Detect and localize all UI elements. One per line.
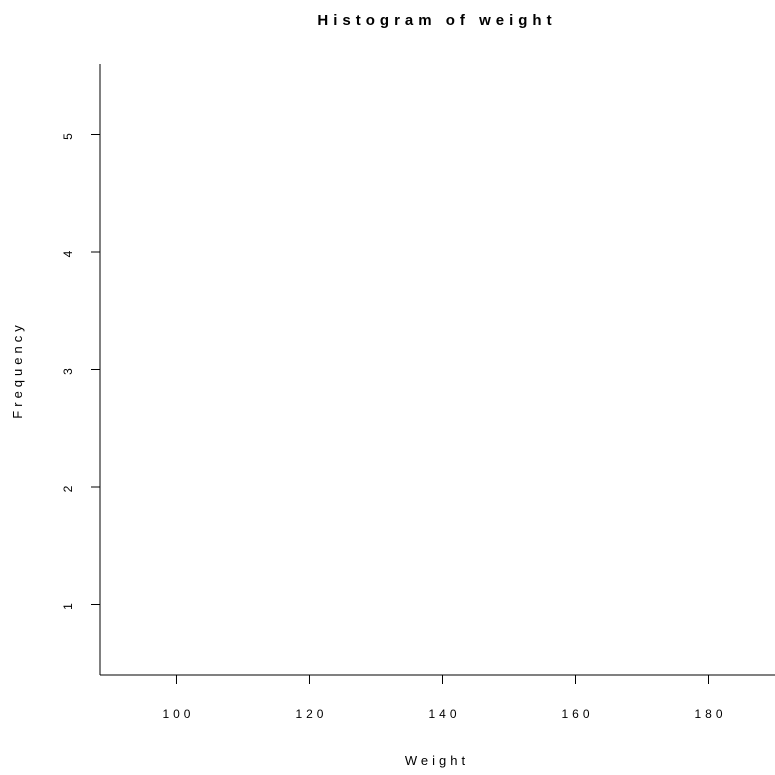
y-tick-label: 1 (61, 599, 75, 610)
x-tick-label: 180 (694, 707, 726, 721)
y-axis-label: Frequency (10, 321, 25, 418)
x-tick-label: 100 (162, 707, 194, 721)
y-tick-label: 5 (61, 129, 75, 140)
y-tick-label: 2 (61, 482, 75, 493)
x-tick-label: 140 (428, 707, 460, 721)
y-tick-label: 3 (61, 364, 75, 375)
x-tick-label: 120 (295, 707, 327, 721)
y-axis-ticks: 1 2 3 4 5 (61, 129, 100, 610)
x-tick-label: 160 (561, 707, 593, 721)
y-tick-label: 4 (61, 247, 75, 258)
x-axis-ticks: 100 120 140 160 180 (162, 675, 726, 721)
x-axis-label: Weight (405, 753, 469, 768)
chart-title: Histogram of weight (317, 12, 556, 29)
